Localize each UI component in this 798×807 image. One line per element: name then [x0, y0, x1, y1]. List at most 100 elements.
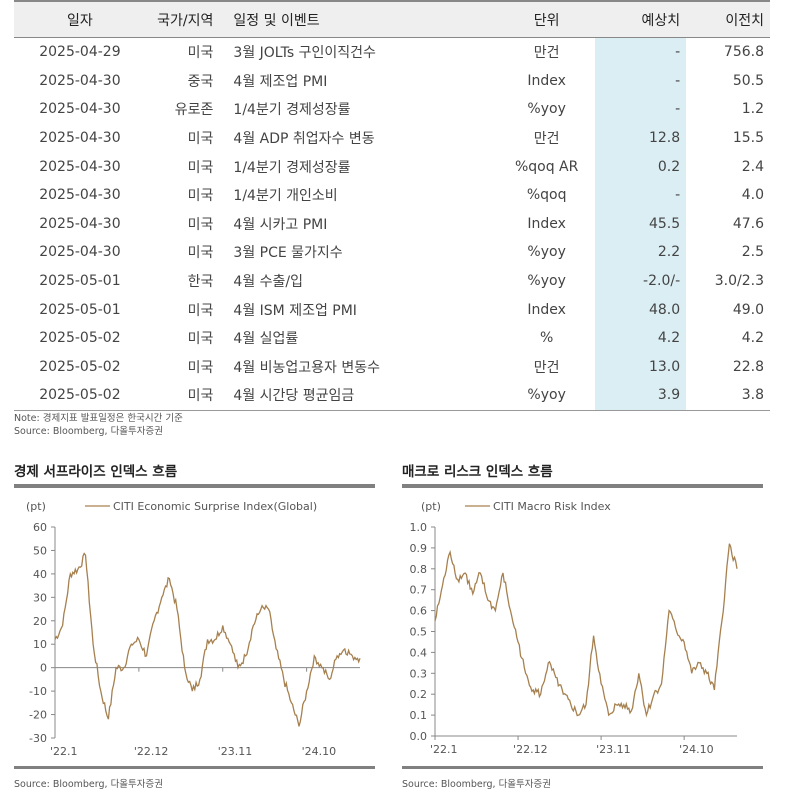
cell-previous: 50.5: [732, 72, 764, 89]
cell-previous: 22.8: [732, 358, 764, 375]
cell-forecast: -: [594, 37, 687, 67]
cell-event: 4월 ADP 취업자수 변동: [233, 131, 375, 148]
unit-label: (pt): [421, 500, 441, 513]
cell-forecast: 0.2: [594, 152, 687, 181]
cell-unit: %yoy: [527, 273, 566, 290]
x-tick-label: '23.11: [596, 743, 631, 756]
cell-unit: 만건: [533, 45, 560, 62]
cell-forecast: -: [594, 66, 687, 96]
cell-unit: %: [539, 330, 554, 347]
y-tick-label: -10: [29, 685, 47, 698]
table-row: 2025-04-30 유로존 1/4분기 경제성장률 %yoy - 1.2: [14, 95, 770, 124]
col-unit: 단위: [498, 0, 595, 38]
table-row: 2025-04-30 미국 1/4분기 개인소비 %qoq - 4.0: [14, 180, 770, 210]
cell-forecast: 2.2: [594, 238, 687, 267]
cell-event: 4월 시간당 평균임금: [223, 381, 499, 411]
table-row: 2025-05-02 미국 4월 비농업고용자 변동수 만건 13.0 22.8: [14, 352, 770, 382]
table-row: 2025-05-01 한국 4월 수출/입 %yoy -2.0/- 3.0/2.3: [14, 266, 770, 296]
cell-date: 2025-04-30: [39, 187, 121, 204]
chart1-title: 경제 서프라이즈 인덱스 흐름: [14, 460, 375, 488]
cell-date: 2025-04-29: [39, 44, 121, 61]
cell-event: 4월 수출/입: [233, 274, 304, 291]
y-tick-label: 0.6: [410, 605, 428, 618]
x-tick-label: '24.10: [679, 743, 714, 756]
table-source: Source: Bloomberg, 다올투자증권: [14, 426, 164, 437]
cell-country: 미국: [145, 381, 224, 411]
cell-forecast: -: [594, 95, 687, 124]
y-tick-label: 1.0: [410, 521, 428, 534]
cell-country: 미국: [187, 245, 214, 262]
y-tick-label: 0.2: [410, 688, 428, 701]
cell-country: 미국: [187, 331, 214, 348]
cell-unit: %yoy: [527, 244, 566, 261]
cell-event: 4월 ISM 제조업 PMI: [233, 302, 357, 319]
y-tick-label: 10: [33, 638, 47, 651]
x-tick-label: '24.10: [302, 745, 337, 758]
cell-date: 2025-04-30: [39, 130, 121, 147]
legend-label: CITI Macro Risk Index: [493, 500, 611, 513]
cell-event: 3월 JOLTs 구인이직건수: [233, 45, 376, 62]
y-tick-label: 0.8: [410, 563, 428, 576]
cell-unit: Index: [527, 72, 566, 89]
y-tick-label: 40: [33, 568, 47, 581]
col-previous: 이전치: [686, 0, 770, 38]
cell-forecast: 3.9: [594, 381, 687, 411]
y-tick-label: 0.0: [410, 730, 428, 743]
cell-country: 미국: [187, 159, 214, 176]
cell-forecast: 4.2: [594, 323, 687, 353]
cell-country: 한국: [187, 274, 214, 291]
cell-country: 미국: [187, 359, 214, 376]
divider: [14, 766, 375, 769]
y-tick-label: 60: [33, 521, 47, 534]
y-tick-label: 0: [40, 662, 47, 675]
cell-country: 미국: [187, 188, 214, 205]
cell-event: 1/4분기 경제성장률: [233, 159, 351, 176]
cell-unit: %qoq: [526, 187, 567, 204]
y-tick-label: 0.9: [410, 542, 428, 555]
table-row: 2025-05-02 미국 4월 실업률% 4.2 4.2: [14, 323, 770, 353]
cell-unit: %qoq AR: [514, 158, 579, 175]
series-line: [54, 552, 361, 727]
cell-unit: Index: [527, 301, 566, 318]
cell-previous: 756.8: [723, 44, 764, 61]
col-forecast: 예상치: [594, 0, 687, 38]
cell-date: 2025-05-02: [39, 330, 121, 347]
table-note: Note: 경제지표 발표일정은 한국시간 기준: [14, 413, 183, 424]
col-date: 일자: [14, 0, 146, 38]
y-tick-label: -20: [29, 709, 47, 722]
table-row: 2025-04-30 미국 3월 PCE 물가지수 %yoy 2.2 2.5: [14, 238, 770, 267]
cell-forecast: 48.0: [594, 295, 687, 324]
x-tick-label: '23.11: [218, 745, 253, 758]
cell-previous: 4.0: [741, 187, 764, 204]
table-row: 2025-04-30 중국 4월 제조업 PMI Index - 50.5: [14, 66, 770, 96]
y-tick-label: 0.1: [410, 709, 428, 722]
cell-previous: 2.4: [741, 158, 764, 175]
cell-previous: 47.6: [732, 215, 764, 232]
series-line: [434, 543, 738, 718]
cell-date: 2025-04-30: [39, 72, 121, 89]
cell-previous: 3.8: [686, 381, 770, 411]
cell-country: 미국: [187, 45, 214, 62]
cell-date: 2025-05-02: [39, 358, 121, 375]
cell-previous: 15.5: [732, 130, 764, 147]
cell-previous: 49.0: [732, 301, 764, 318]
table-row: 2025-04-30 미국 4월 ADP 취업자수 변동 만건 12.8 15.5: [14, 123, 770, 153]
y-tick-label: 30: [33, 591, 47, 604]
cell-date: 2025-04-30: [39, 101, 121, 118]
chart2-source: Source: Bloomberg, 다올투자증권: [402, 779, 552, 790]
y-tick-label: 0.3: [410, 667, 428, 680]
cell-event: 4월 시카고 PMI: [233, 216, 328, 233]
cell-date: 2025-04-30: [39, 158, 121, 175]
cell-date: 2025-05-02: [14, 381, 146, 411]
col-event: 일정 및 이벤트: [223, 0, 499, 38]
x-tick-label: '22.12: [134, 745, 169, 758]
chart1-source: Source: Bloomberg, 다올투자증권: [14, 779, 164, 790]
cell-date: 2025-04-30: [39, 215, 121, 232]
y-tick-label: 50: [33, 544, 47, 557]
cell-event: 3월 PCE 물가지수: [233, 245, 343, 262]
cell-event: 1/4분기 경제성장률: [233, 102, 351, 119]
table-row: 2025-04-30 미국 4월 시카고 PMI Index 45.5 47.6: [14, 209, 770, 239]
cell-unit: %yoy: [527, 101, 566, 118]
x-tick-label: '22.1: [50, 745, 78, 758]
divider: [402, 766, 763, 769]
